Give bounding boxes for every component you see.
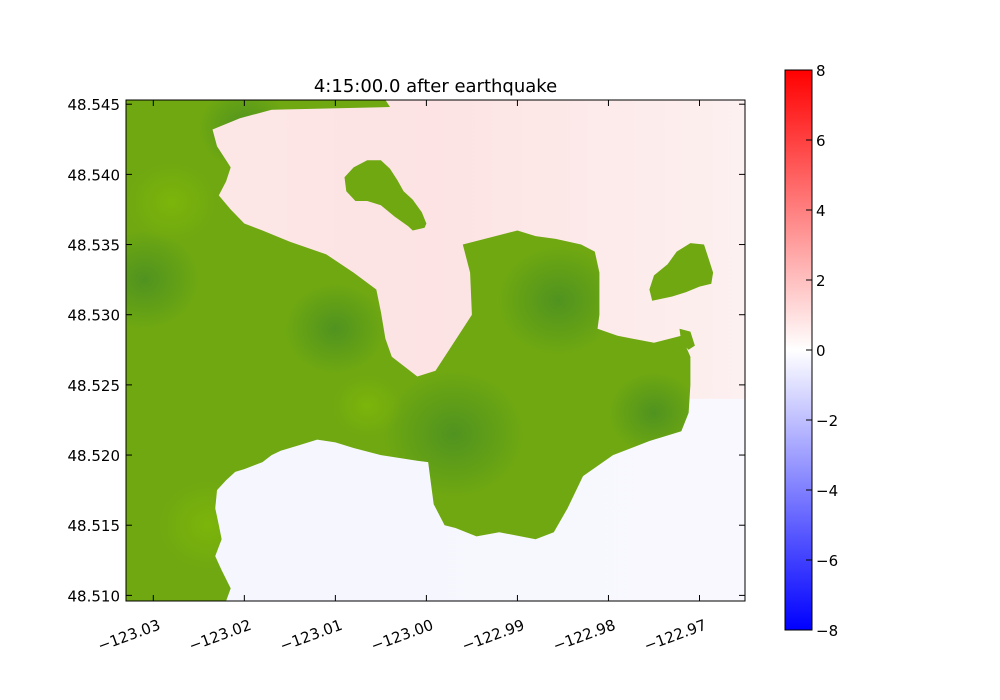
x-tick-label: −123.01 (277, 616, 344, 655)
land-shade (126, 230, 200, 330)
x-tick-label: −122.98 (551, 616, 618, 655)
x-tick-label: −122.97 (642, 616, 709, 655)
land-region (344, 160, 427, 231)
y-tick-label: 48.545 (68, 96, 121, 114)
chart-title: 4:15:00.0 after earthquake (314, 76, 557, 97)
land-shade (332, 374, 403, 438)
colorbar-tick-label: 2 (816, 272, 826, 290)
colorbar-tick-label: −4 (816, 482, 838, 500)
y-tick-label: 48.525 (68, 377, 121, 395)
x-tick-label: −123.02 (186, 616, 253, 655)
land-shade (498, 246, 619, 355)
x-tick-label: −122.99 (459, 616, 526, 655)
colorbar-tick-label: 4 (816, 202, 826, 220)
colorbar-axis: −8 −6 −4 −2 0 2 4 6 8 (806, 62, 838, 640)
colorbar-tick-label: 0 (816, 342, 826, 360)
colorbar-tick-label: 8 (816, 62, 826, 80)
colorbar-tick-label: −6 (816, 552, 838, 570)
colorbar-tick-label: −2 (816, 412, 838, 430)
land-region (649, 243, 714, 301)
land-shade (126, 161, 217, 243)
colorbar-tick-label: 6 (816, 132, 826, 150)
y-tick-label: 48.535 (68, 237, 121, 255)
y-tick-label: 48.520 (68, 447, 121, 465)
land-region (679, 328, 695, 350)
plot-area (126, 100, 745, 601)
y-tick-label: 48.530 (68, 307, 121, 325)
y-axis: 48.510 48.515 48.520 48.525 48.530 48.535 48.5… (68, 96, 745, 605)
land-shade (285, 283, 386, 374)
plot-frame (125, 99, 746, 602)
y-tick-label: 48.515 (68, 517, 121, 535)
land-region (126, 100, 691, 601)
land-layer (126, 100, 714, 601)
x-tick-label: −123.00 (368, 616, 435, 655)
x-tick-label: −123.03 (95, 616, 162, 655)
y-tick-label: 48.540 (68, 166, 121, 184)
colorbar-tick-label: −8 (816, 622, 838, 640)
y-tick-label: 48.510 (68, 587, 121, 605)
